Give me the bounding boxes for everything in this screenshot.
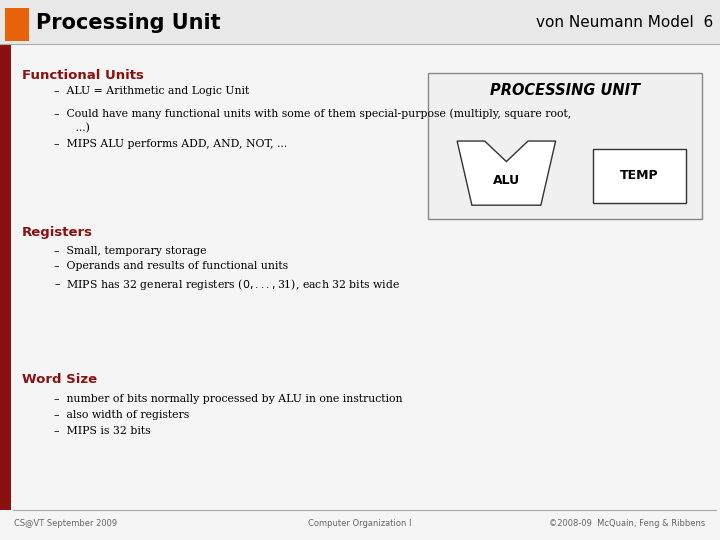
Text: –  Could have many functional units with some of them special-purpose (multiply,: – Could have many functional units with … <box>54 108 571 119</box>
Text: Registers: Registers <box>22 226 93 239</box>
Text: –  number of bits normally processed by ALU in one instruction: – number of bits normally processed by A… <box>54 394 402 404</box>
Text: –  Small, temporary storage: – Small, temporary storage <box>54 246 207 256</box>
FancyBboxPatch shape <box>428 73 702 219</box>
Text: PROCESSING UNIT: PROCESSING UNIT <box>490 83 640 98</box>
Text: Word Size: Word Size <box>22 373 96 386</box>
Polygon shape <box>457 141 556 205</box>
Text: Computer Organization I: Computer Organization I <box>308 519 412 528</box>
FancyBboxPatch shape <box>0 44 11 510</box>
FancyBboxPatch shape <box>0 0 720 44</box>
Text: ALU: ALU <box>492 174 520 187</box>
Text: ©2008-09  McQuain, Feng & Ribbens: ©2008-09 McQuain, Feng & Ribbens <box>549 519 706 528</box>
Text: –  also width of registers: – also width of registers <box>54 410 189 420</box>
Text: TEMP: TEMP <box>620 169 658 182</box>
Text: Functional Units: Functional Units <box>22 69 143 82</box>
Text: ...): ...) <box>65 123 90 133</box>
Text: –  Operands and results of functional units: – Operands and results of functional uni… <box>54 261 288 272</box>
Text: –  MIPS has 32 general registers ($0, ..., $31), each 32 bits wide: – MIPS has 32 general registers ($0, ...… <box>54 277 400 292</box>
FancyBboxPatch shape <box>5 8 29 41</box>
Text: –  MIPS is 32 bits: – MIPS is 32 bits <box>54 426 150 436</box>
Text: CS@VT September 2009: CS@VT September 2009 <box>14 519 117 528</box>
FancyBboxPatch shape <box>593 148 685 202</box>
Text: von Neumann Model  6: von Neumann Model 6 <box>536 15 713 30</box>
Text: –  MIPS ALU performs ADD, AND, NOT, ...: – MIPS ALU performs ADD, AND, NOT, ... <box>54 139 287 150</box>
Text: Processing Unit: Processing Unit <box>36 12 220 33</box>
Text: –  ALU = Arithmetic and Logic Unit: – ALU = Arithmetic and Logic Unit <box>54 86 249 97</box>
